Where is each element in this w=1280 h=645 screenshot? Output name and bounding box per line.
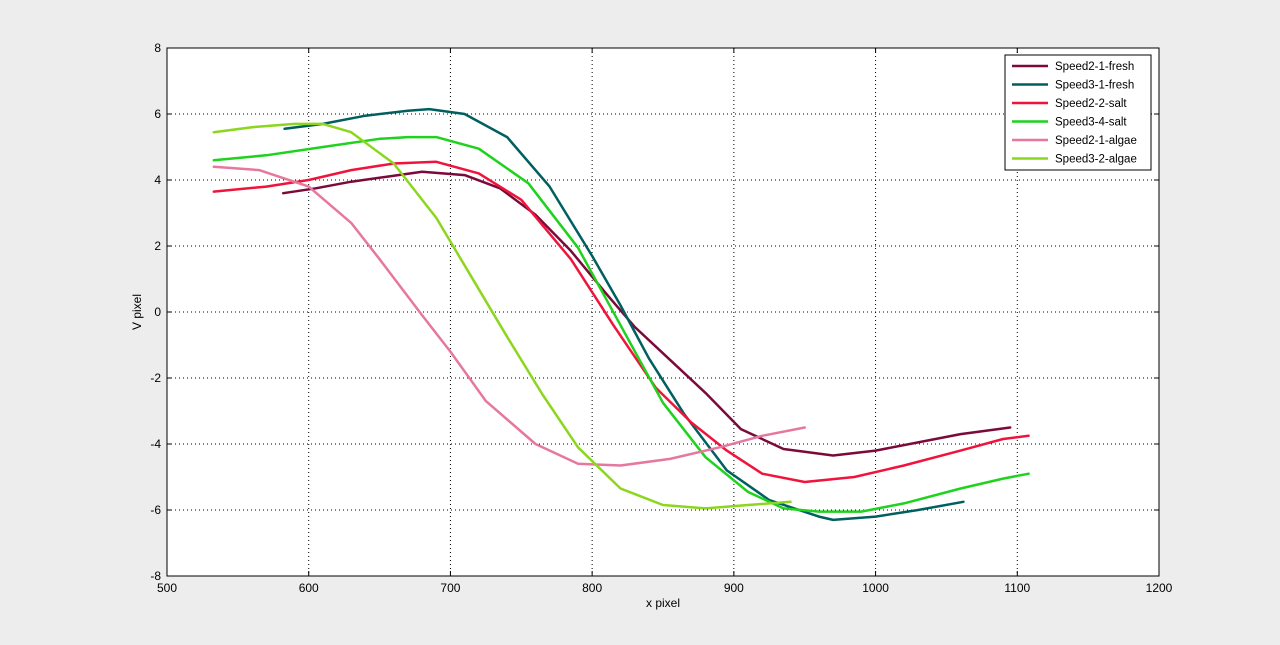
x-tick-label: 800	[582, 581, 602, 595]
y-tick-label: -2	[150, 371, 161, 385]
y-axis-label: V pixel	[130, 294, 144, 330]
legend-label: Speed2-1-algae	[1055, 135, 1137, 147]
x-axis-label: x pixel	[646, 596, 680, 610]
plot-frame	[166, 47, 1160, 577]
y-tick-label: 2	[154, 239, 161, 253]
y-tick-label: 0	[154, 305, 161, 319]
series-line-speed2-1-algae	[212, 165, 806, 467]
y-tick-label: 6	[154, 107, 161, 121]
legend-box	[1004, 54, 1152, 171]
series-lines	[212, 107, 1030, 522]
x-tick-label: 700	[440, 581, 460, 595]
x-tick-label: 900	[724, 581, 744, 595]
x-tick-label: 1200	[1146, 581, 1173, 595]
series-line-speed3-4-salt	[212, 135, 1030, 513]
series-line-speed3-1-fresh	[283, 107, 965, 522]
y-tick-label: 4	[154, 173, 161, 187]
series-line-speed2-1-fresh	[281, 170, 1012, 457]
legend-label: Speed2-2-salt	[1055, 98, 1127, 110]
y-tick-label: -6	[150, 503, 161, 517]
x-tick-label: 500	[157, 581, 177, 595]
series-line-speed3-2-algae	[212, 122, 792, 510]
legend-label: Speed3-1-fresh	[1055, 80, 1134, 92]
y-tick-label: 8	[154, 41, 161, 55]
legend: Speed2-1-fresh Speed3-1-fresh Speed2-2-sal…	[1004, 54, 1152, 171]
x-tick-label: 600	[299, 581, 319, 595]
x-tick-label: 1100	[1004, 581, 1030, 595]
y-tick-label: -4	[150, 437, 161, 451]
series-line-speed2-2-salt	[212, 160, 1030, 484]
grid-lines	[167, 48, 1159, 576]
x-tick-label: 1000	[862, 581, 889, 595]
y-tick-label: -8	[150, 569, 161, 583]
legend-label: Speed2-1-fresh	[1055, 61, 1134, 73]
legend-label: Speed3-2-algae	[1055, 154, 1137, 166]
legend-label: Speed3-4-salt	[1055, 117, 1127, 129]
